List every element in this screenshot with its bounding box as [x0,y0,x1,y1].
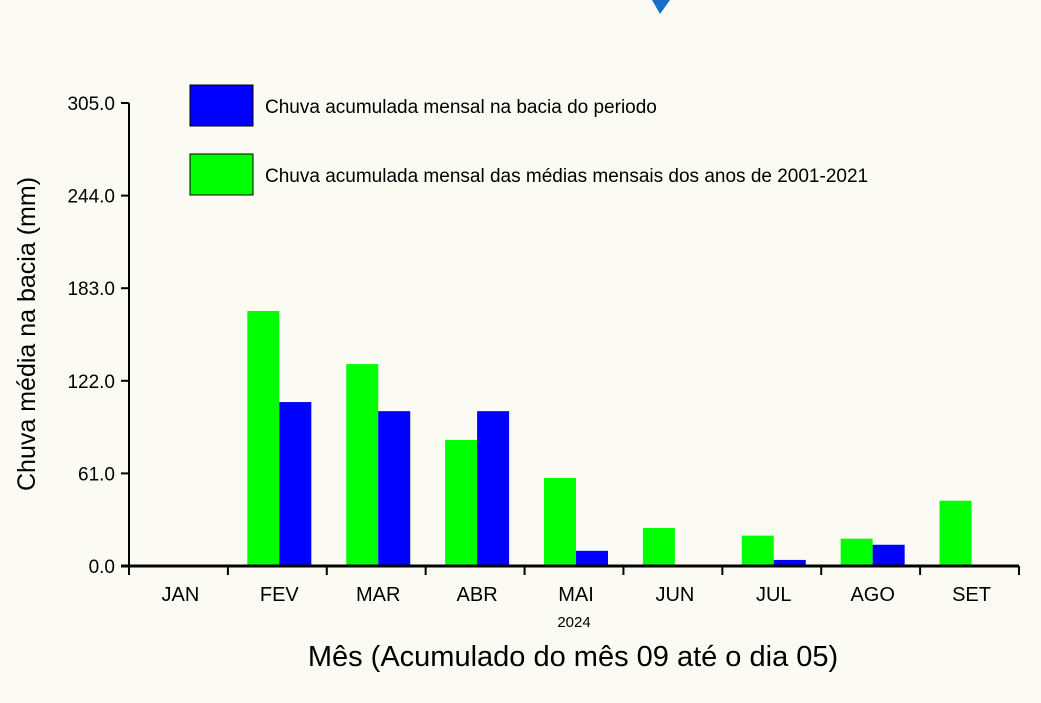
y-tick-label: 244.0 [67,187,115,208]
legend-entry: Chuva acumulada mensal das médias mensai… [265,166,868,187]
bar-media-ago [840,538,873,566]
bar-periodo-fev [279,402,312,566]
y-tick-label: 183.0 [67,279,115,300]
x-tick-label: MAI [558,584,594,606]
y-axis-label: Chuva média na bacia (mm) [13,177,41,491]
y-tick-label: 0.0 [89,557,115,578]
y-tick-label: 61.0 [78,464,115,485]
x-tick-label: AGO [850,584,894,606]
legend-entry: Chuva acumulada mensal na bacia do perio… [265,97,657,118]
bar-media-mar [346,364,379,566]
bars [247,310,972,566]
chevron-icon [652,0,672,14]
bar-media-fev [247,310,280,566]
bar-periodo-mar [378,411,411,566]
x-axis-year-label: 2024 [557,614,590,631]
x-tick-label: ABR [457,584,498,606]
bar-media-abr [445,440,478,566]
axes: 0.0 61.0 122.0 183.0 244.0 305.0 JAN FEV MAR ABR M… [67,94,1020,606]
bar-media-mai [544,477,576,566]
x-tick-label: JUN [655,584,694,606]
x-tick-label: FEV [260,584,300,606]
x-axis-label: Mês (Acumulado do mês 09 até o dia 05) [308,641,838,673]
x-tick-label: MAR [356,584,400,606]
legend-swatch [189,84,254,127]
y-tick-label: 122.0 [67,372,115,393]
y-tick-label: 305.0 [67,94,115,115]
bar-media-jun [642,528,675,566]
x-tick-label: JAN [162,584,200,606]
bar-periodo-jul [773,559,806,566]
bar-periodo-abr [477,411,510,566]
bar-media-set [939,500,972,566]
x-tick-label: SET [952,584,991,606]
bar-periodo-mai [576,550,608,566]
legend: Chuva acumulada mensal na bacia do perio… [189,84,868,196]
x-tick-label: JUL [756,584,792,606]
bar-media-jul [741,535,774,566]
bar-periodo-ago [872,544,905,566]
legend-swatch [189,153,254,196]
